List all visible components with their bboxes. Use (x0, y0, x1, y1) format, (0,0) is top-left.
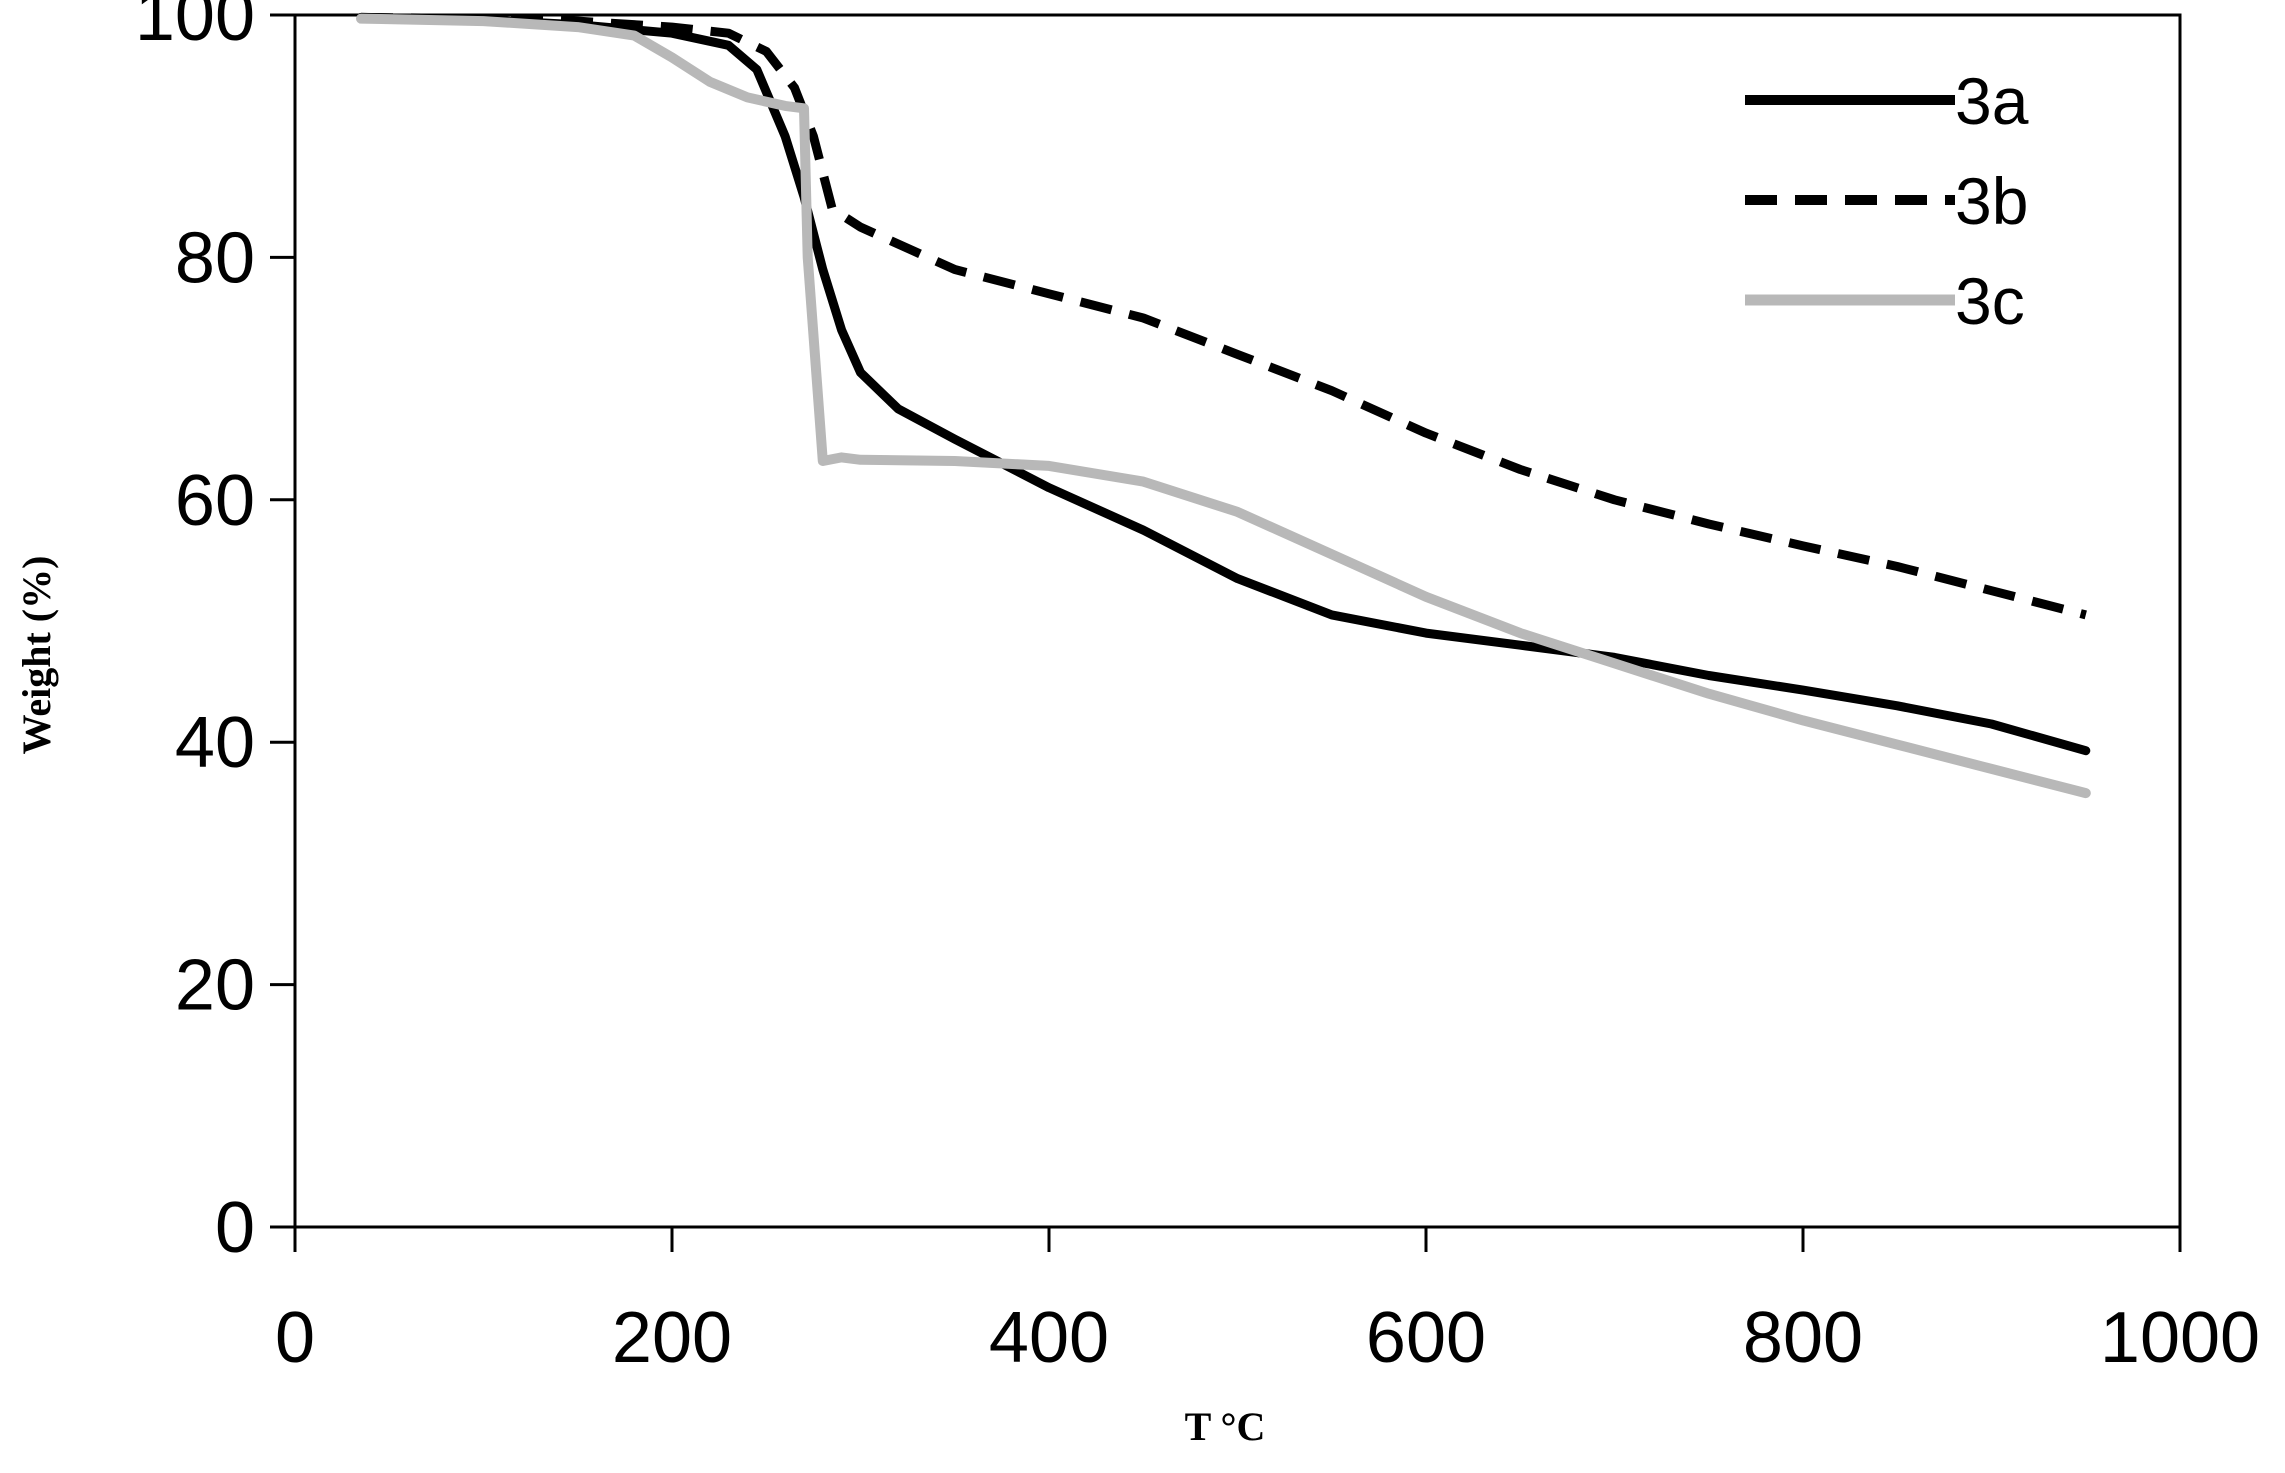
plot-frame (293, 13, 2182, 1229)
y-tick-label: 20 (175, 946, 255, 1026)
x-tick-labels: 0 200 400 600 800 1000 (275, 1298, 2260, 1378)
y-tick-label: 60 (175, 461, 255, 541)
y-tick-label: 100 (135, 0, 255, 56)
legend: 3a 3b 3c (1745, 64, 2029, 338)
x-tick-label: 0 (275, 1298, 315, 1378)
x-tick-label: 800 (1743, 1298, 1863, 1378)
plot-area-border (293, 13, 2182, 1229)
series-line-3b (360, 12, 2087, 620)
x-tick-label: 1000 (2100, 1298, 2260, 1378)
x-tick-label: 200 (612, 1298, 732, 1378)
y-tick-label: 80 (175, 218, 255, 298)
series-lines (356, 12, 2091, 799)
x-tick-label: 600 (1366, 1298, 1486, 1378)
series-line-3a (356, 12, 2091, 756)
x-axis-title: T °C (1185, 1404, 1266, 1449)
legend-label-3b: 3b (1955, 164, 2028, 238)
x-tick-label: 400 (989, 1298, 1109, 1378)
y-tick-label: 40 (175, 703, 255, 783)
y-tick-label: 0 (215, 1188, 255, 1268)
legend-label-3a: 3a (1955, 64, 2029, 138)
y-tick-labels: 0 20 40 60 80 100 (135, 0, 255, 1268)
series-line-3c (356, 13, 2091, 799)
axis-ticks (270, 13, 2182, 1252)
y-axis-title: Weight (%) (14, 556, 59, 755)
legend-label-3c: 3c (1955, 264, 2025, 338)
